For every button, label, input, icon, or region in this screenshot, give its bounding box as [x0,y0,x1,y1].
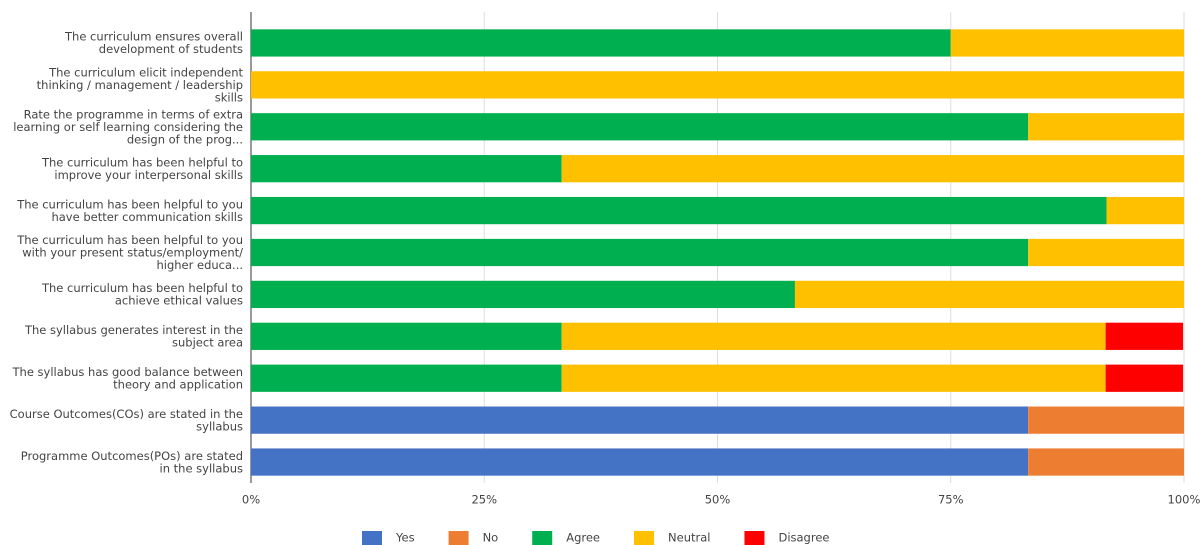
legend-label: Disagree [778,531,829,545]
bar-segment [251,364,562,392]
bar-segment [1106,196,1184,225]
bar-segment [251,29,951,57]
legend-label: Agree [566,531,600,545]
legend-swatch [448,531,469,545]
legend-label: Yes [395,531,415,545]
y-tick-label: The curriculum has been helpful to you ha… [16,197,243,224]
bar-segment [251,238,1029,267]
bar-segment [561,364,1106,392]
y-tick-label: The curriculum ensures overall developmen… [64,29,243,56]
legend-swatch [744,531,765,545]
bar-segment [1028,406,1184,434]
y-tick-label: The syllabus generates interest in the su… [24,323,243,350]
x-tick-label: 50% [705,493,731,507]
bar-segment [561,322,1106,350]
bar-segment [950,29,1184,57]
legend-swatch [532,531,553,545]
bar-segment [251,406,1029,434]
legend-swatch [634,531,655,545]
bar-segment [251,448,1029,476]
x-tick-label: 25% [471,493,497,507]
x-tick-label: 75% [938,493,964,507]
y-tick-label: Programme Outcomes(POs) are stated in the… [21,448,243,475]
bar-segment [251,113,1029,141]
bar-segment [1105,322,1184,350]
legend-swatch [362,531,382,545]
bar-segment [251,322,562,350]
x-tick-label: 100% [1168,493,1201,507]
y-tick-label: The syllabus has good balance between the… [12,364,243,391]
y-tick-label: The curriculum elicit independent thinkin… [37,65,244,104]
y-tick-label: The curriculum has been helpful to improv… [41,155,243,182]
y-tick-label: The curriculum has been helpful to you wi… [16,233,243,272]
bar-segment [251,196,1107,225]
bar-segment [1028,113,1184,141]
bar-segment [794,280,1184,309]
y-tick-label: Rate the programme in terms of extra lear… [13,107,243,146]
bar-segment [561,155,1184,183]
bar-segment [251,71,1184,99]
x-tick-label: 0% [242,493,260,507]
bar-segment [1105,364,1184,392]
bar-segment [251,155,562,183]
legend-label: Neutral [668,531,710,545]
bar-segment [1028,238,1184,267]
y-tick-label: The curriculum has been helpful to achiev… [41,281,243,308]
bar-segment [251,280,795,309]
legend-label: No [483,531,499,545]
bar-segment [1028,448,1184,476]
y-tick-label: Course Outcomes(COs) are stated in the sy… [10,406,243,433]
